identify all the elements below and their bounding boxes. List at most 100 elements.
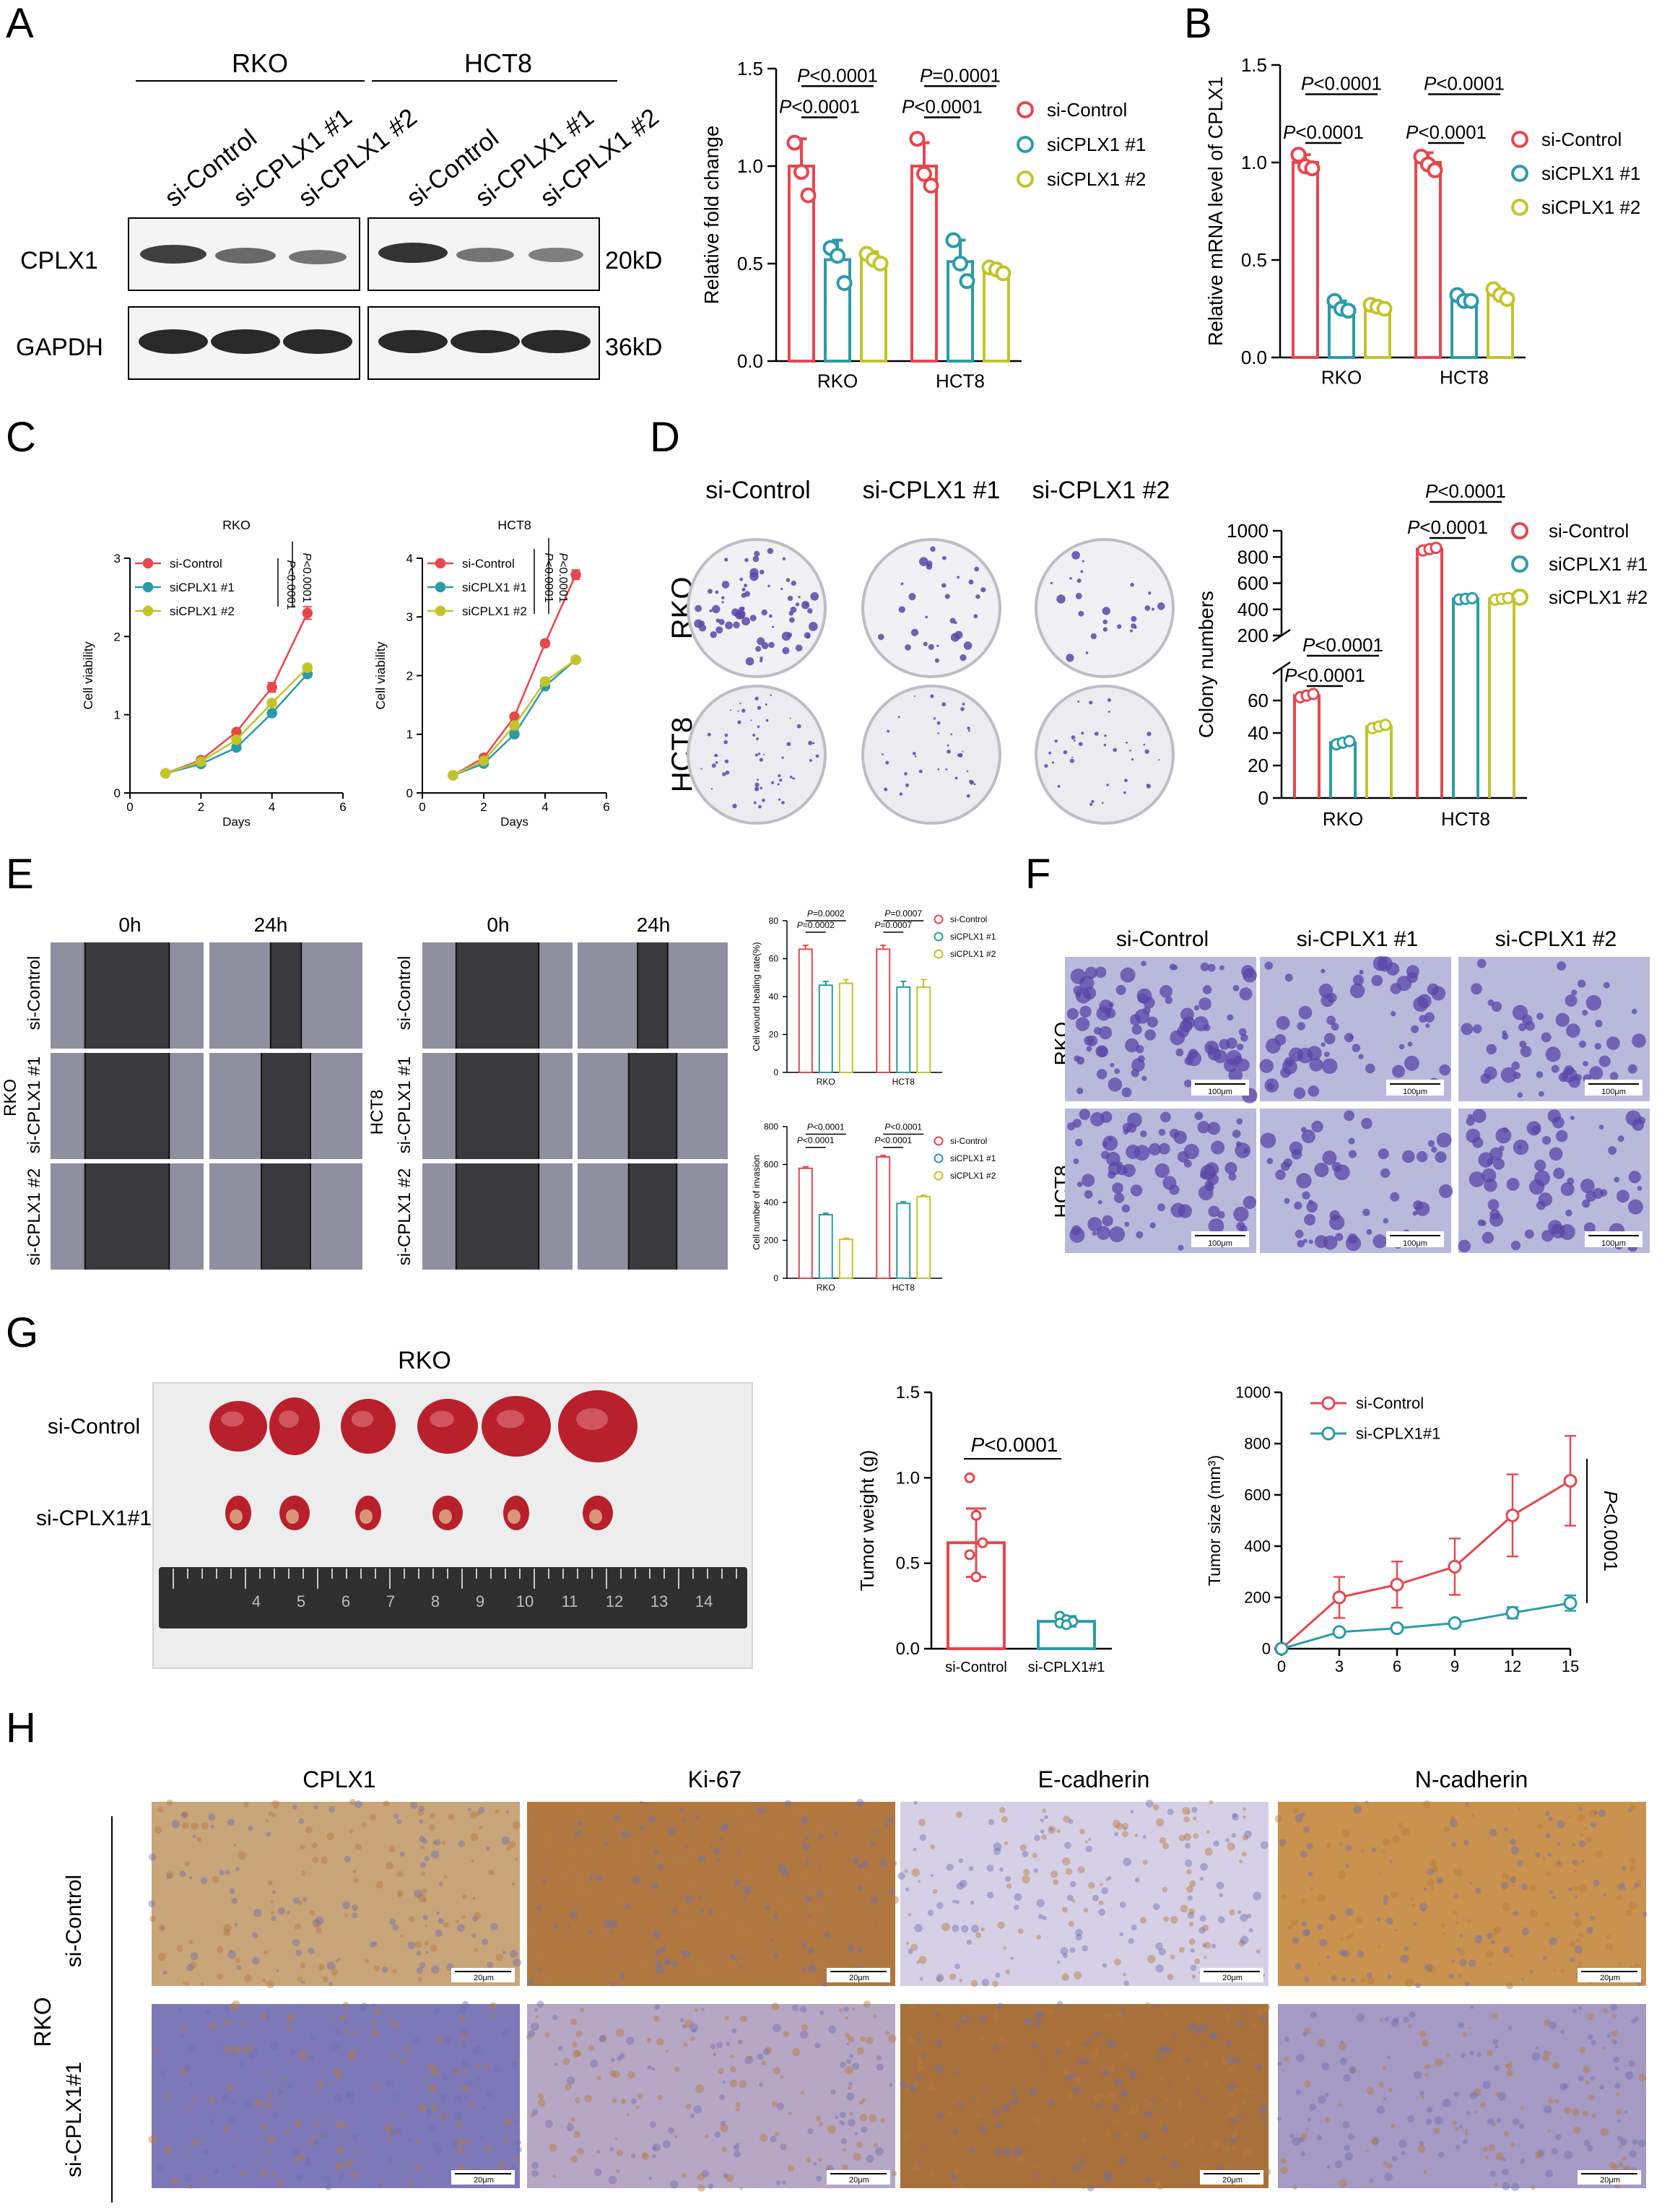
data-point bbox=[266, 682, 277, 693]
ihc-cell bbox=[1316, 1894, 1326, 1903]
ihc-cell bbox=[1211, 2033, 1217, 2039]
ihc-cell bbox=[742, 1896, 747, 1901]
ihc-cell bbox=[1209, 2031, 1217, 2039]
legend-label: siCPLX1 #2 bbox=[462, 604, 527, 618]
scale-bar-label: 20μm bbox=[1222, 2176, 1243, 2185]
ihc-cell bbox=[565, 2083, 573, 2091]
ihc-cell bbox=[1401, 1827, 1410, 1836]
ihc-cell bbox=[1443, 1826, 1450, 1833]
colony-dot bbox=[789, 617, 795, 623]
ihc-cell bbox=[993, 2044, 1000, 2050]
wound-row-label: si-Control bbox=[25, 956, 44, 1031]
cell-blob bbox=[1582, 1199, 1591, 1208]
panel-letter-g: G bbox=[6, 1309, 38, 1356]
ihc-cell bbox=[261, 2124, 268, 2130]
ihc-cell bbox=[471, 1933, 477, 1938]
ihc-cell bbox=[1230, 2135, 1238, 2143]
ihc-cell bbox=[788, 2112, 792, 2115]
ihc-cell bbox=[734, 2144, 740, 2151]
ihc-cell bbox=[718, 1837, 723, 1842]
ihc-cell bbox=[1488, 1961, 1492, 1966]
scale-bar-label: 100μm bbox=[1208, 1239, 1232, 1248]
ihc-cell bbox=[554, 1852, 558, 1857]
ihc-cell bbox=[418, 2104, 427, 2113]
ihc-cell bbox=[733, 1956, 738, 1961]
legend-marker bbox=[934, 1153, 944, 1163]
ihc-cell bbox=[531, 1874, 537, 1880]
ihc-cell bbox=[922, 2053, 927, 2058]
ihc-cell bbox=[904, 1869, 908, 1873]
colony-dot bbox=[789, 776, 793, 778]
cell-blob bbox=[1472, 1109, 1487, 1123]
cell-blob bbox=[1469, 1171, 1485, 1187]
ihc-cell bbox=[329, 2081, 334, 2085]
ihc-cell bbox=[1101, 1887, 1109, 1895]
ihc-cell bbox=[1019, 1844, 1027, 1852]
ihc-cell bbox=[653, 1849, 659, 1855]
cell-blob bbox=[1412, 1210, 1418, 1216]
cell-blob bbox=[1616, 1189, 1630, 1203]
ihc-cell bbox=[1130, 1810, 1134, 1814]
ihc-cell bbox=[979, 2125, 987, 2133]
data-point bbox=[1448, 1616, 1462, 1630]
ihc-cell bbox=[616, 2149, 624, 2156]
ihc-cell bbox=[1032, 1852, 1038, 1858]
colony-dot bbox=[715, 590, 719, 594]
ihc-cell bbox=[682, 2173, 687, 2178]
ihc-cell bbox=[1201, 2044, 1205, 2048]
ihc-cell bbox=[292, 2149, 300, 2156]
cell-blob bbox=[1541, 1032, 1552, 1043]
ihc-cell bbox=[1568, 1887, 1572, 1891]
ihc-cell bbox=[510, 1950, 518, 1959]
ihc-cell bbox=[852, 2063, 860, 2070]
ihc-cell bbox=[652, 1861, 661, 1870]
ihc-cell bbox=[1578, 1961, 1582, 1965]
ihc-cell bbox=[953, 2167, 962, 2175]
ihc-cell bbox=[1617, 2135, 1623, 2141]
colony-dot bbox=[745, 657, 754, 666]
ihc-cell bbox=[1144, 2110, 1152, 2119]
cell-blob bbox=[1461, 1023, 1474, 1036]
y-tick-label: 20 bbox=[769, 1030, 779, 1040]
data-point bbox=[570, 654, 581, 665]
ihc-cell bbox=[243, 2021, 248, 2026]
ihc-cell bbox=[569, 1875, 574, 1879]
ihc-cell bbox=[461, 2000, 469, 2008]
colony-dot bbox=[709, 609, 713, 612]
ihc-cell bbox=[402, 2115, 407, 2119]
ihc-cell bbox=[842, 2148, 847, 2152]
cell-blob bbox=[1236, 1221, 1245, 1231]
colony-dot bbox=[899, 792, 903, 796]
ihc-cell bbox=[1586, 1926, 1594, 1934]
ihc-cell bbox=[1310, 2011, 1317, 2018]
ihc-cell bbox=[1383, 2096, 1387, 2101]
cell-blob bbox=[1512, 1005, 1528, 1020]
ihc-cell bbox=[316, 2120, 321, 2125]
ihc-cell bbox=[1033, 1868, 1038, 1873]
data-point bbox=[570, 569, 581, 580]
legend-marker bbox=[142, 558, 154, 569]
bar bbox=[983, 269, 1010, 363]
ihc-cell bbox=[821, 1891, 826, 1896]
cell-blob bbox=[1378, 1148, 1389, 1160]
ihc-cell bbox=[737, 1852, 741, 1855]
ihc-cell bbox=[806, 1921, 814, 1929]
ihc-cell bbox=[1226, 2006, 1230, 2011]
ihc-cell bbox=[809, 1974, 816, 1981]
ihc-cell bbox=[430, 1850, 440, 1859]
ihc-cell bbox=[979, 2037, 985, 2042]
ruler-number: 12 bbox=[606, 1592, 623, 1610]
series-line bbox=[1281, 1480, 1571, 1650]
ihc-cell bbox=[1200, 1862, 1208, 1871]
wound-row-label: si-CPLX1 #1 bbox=[25, 1057, 44, 1154]
ihc-cell bbox=[1196, 2027, 1203, 2035]
cell-blob bbox=[1259, 1059, 1274, 1073]
ihc-cell bbox=[1628, 1901, 1637, 1910]
ihc-cell bbox=[722, 1823, 729, 1830]
y-tick-label: 0.0 bbox=[737, 350, 763, 372]
x-tick-label: 0 bbox=[419, 800, 425, 814]
colony-dot bbox=[786, 742, 791, 747]
ihc-cell bbox=[505, 1846, 511, 1852]
ihc-cell bbox=[1260, 2016, 1266, 2022]
